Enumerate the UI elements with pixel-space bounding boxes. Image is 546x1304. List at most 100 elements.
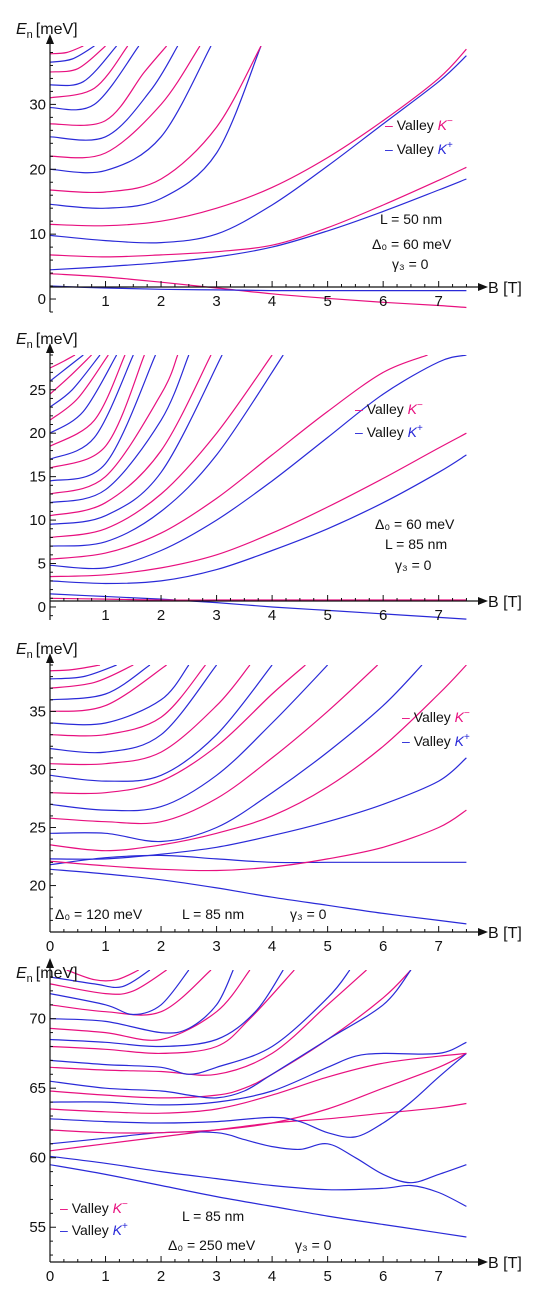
series-line-12 [50,46,168,126]
x-tick-label: 5 [323,1268,331,1285]
y-tick-label: 10 [29,512,46,529]
x-tick-label: 2 [157,1268,165,1285]
legend: – Valley K− – Valley K+ [60,1199,128,1238]
x-tick-label: 3 [212,1268,220,1285]
x-tick-label: 3 [212,938,220,955]
y-tick-label: 65 [29,1080,46,1097]
series-line-15 [50,355,134,460]
series-line-11 [50,970,367,1076]
legend-entry: – Valley K+ [385,140,453,157]
y-tick-label: 0 [38,291,46,308]
x-tick-label: 5 [323,938,331,955]
series-line-12 [50,970,351,1075]
series-line-17 [50,355,118,434]
series-line-18 [50,970,190,1016]
y-tick-label: 35 [29,703,46,720]
legend-entry: – Valley K− [60,1199,128,1216]
series-line-13 [50,665,206,737]
series-line-7 [50,1052,467,1114]
legend-entry: – Valley K− [355,400,423,417]
series-line-4 [50,432,467,578]
series-line-6 [50,355,428,560]
series-line-14 [50,970,284,1048]
curves [50,970,467,1238]
legend-entry: – Valley K+ [355,423,423,440]
series-line-16 [50,665,151,701]
y-tick-label: 30 [29,96,46,113]
series-line-11 [50,665,251,766]
legend-entry: – Valley K+ [402,732,470,749]
series-line-12 [50,665,218,754]
y-tick-label: 25 [29,820,46,837]
annotation: L = 85 nm [182,906,244,922]
series-line-5 [50,665,467,852]
curves [50,355,467,620]
annotation: L = 85 nm [385,536,447,552]
series-line-2 [50,854,467,866]
series-line-14 [50,46,129,99]
legend-entry: – Valley K+ [60,1221,128,1238]
x-tick-label: 0 [46,1268,54,1285]
x-tick-label: 7 [435,607,443,624]
series-line-8 [50,665,329,812]
series-line-4 [50,757,467,860]
series-line-9 [50,665,306,795]
y-tick-label: 30 [29,761,46,778]
series-line-15 [50,665,167,712]
series-line-3 [50,178,467,271]
series-line-10 [50,46,201,159]
series-line-18 [50,46,84,55]
series-line-8 [50,1041,467,1106]
x-axis-label: B [T] [488,280,522,297]
annotation: L = 50 nm [380,211,442,227]
series-line-17 [50,46,95,63]
x-tick-label: 6 [379,293,387,310]
x-tick-label: 4 [268,1268,276,1285]
x-tick-label: 6 [379,1268,387,1285]
x-tick-label: 5 [323,607,331,624]
x-tick-label: 0 [46,938,54,955]
x-tick-label: 3 [212,293,220,310]
legend-entry: – Valley K− [385,116,453,133]
series-line-1 [50,868,467,925]
y-tick-label: 20 [29,425,46,442]
series-line-22 [50,355,76,369]
series-line-7 [50,46,262,209]
y-axis-arrow [46,653,54,663]
x-tick-label: 1 [101,293,109,310]
series-line-14 [50,355,145,469]
series-line-19 [50,665,101,672]
series-line-13 [50,355,157,482]
series-line-18 [50,355,109,421]
annotation: γ₃ = 0 [290,906,327,922]
series-line-7 [50,355,284,547]
x-tick-label: 5 [323,293,331,310]
series-line-19 [50,970,167,995]
x-tick-label: 6 [379,938,387,955]
series-line-16 [50,46,106,73]
series-line-1 [50,1164,467,1238]
y-axis-label: En [meV] [16,641,78,661]
series-line-1 [50,593,467,620]
x-tick-label: 1 [101,607,109,624]
series-line-13 [50,970,295,1055]
series-line-9 [50,970,412,1099]
annotation: L = 85 nm [182,1208,244,1224]
series-line-10 [50,970,412,1099]
y-tick-label: 60 [29,1150,46,1167]
curves [50,665,467,925]
y-axis-arrow [46,958,54,968]
x-axis-arrow [478,928,488,936]
series-line-18 [50,665,117,680]
series-line-4 [50,166,467,258]
series-line-3 [50,809,467,872]
series-line-6 [50,1052,467,1138]
series-line-3 [50,454,467,585]
series-line-20 [50,970,151,989]
series-line-8 [50,46,262,194]
x-tick-label: 2 [157,293,165,310]
series-line-21 [50,355,84,382]
